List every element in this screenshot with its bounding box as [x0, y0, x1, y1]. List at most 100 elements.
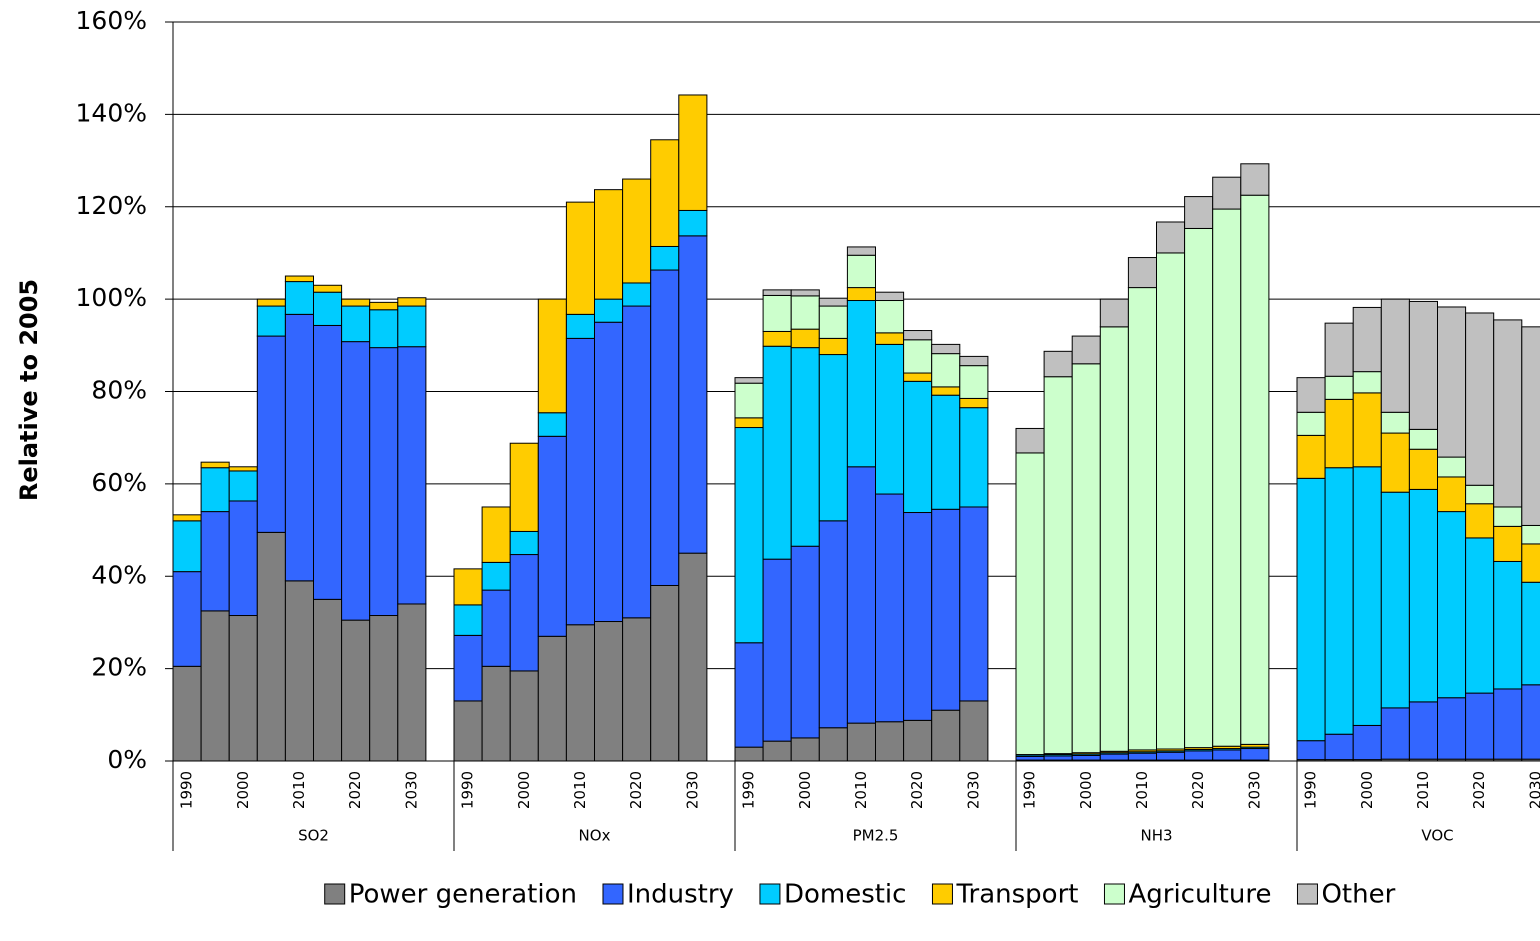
bar-segment — [1521, 684, 1540, 760]
bar-segment — [594, 621, 624, 762]
bar-segment — [903, 380, 933, 514]
bar-segment — [1408, 300, 1439, 430]
y-tick-label: 80% — [91, 376, 147, 405]
legend-label: Other — [1321, 880, 1395, 910]
bar-segment — [284, 281, 314, 315]
bar-segment — [537, 412, 567, 437]
y-tick-label: 160% — [76, 6, 147, 35]
x-tick-label: 2030 — [1245, 771, 1263, 809]
bar-segment — [650, 584, 680, 762]
bar-segment — [1408, 448, 1439, 490]
bar-segment — [734, 427, 764, 644]
bar-segment — [397, 603, 427, 762]
bar-segment — [1127, 752, 1158, 761]
bar-segment — [313, 291, 343, 326]
bar-segment — [762, 294, 792, 332]
bar-segment — [228, 500, 258, 617]
bar-segment — [481, 589, 511, 667]
bar-segment — [453, 568, 483, 606]
bar-segment — [875, 721, 905, 762]
bar-segment — [762, 740, 792, 762]
bar-segment — [313, 598, 343, 762]
bar-segment — [846, 722, 877, 762]
bar-segment — [1437, 306, 1467, 458]
bar-segment — [200, 610, 230, 762]
bar-segment — [1493, 560, 1523, 690]
bar-segment — [1521, 524, 1540, 545]
bar-segment — [509, 442, 539, 532]
bar-segment — [1071, 363, 1101, 754]
bar-segment — [1437, 476, 1467, 513]
bar-segment — [1324, 733, 1354, 761]
bar-segment — [1015, 452, 1045, 756]
bar-segment — [284, 580, 314, 762]
x-tick-label: 2000 — [1358, 771, 1376, 809]
bar-segment — [931, 353, 961, 388]
bar-segment — [734, 377, 764, 384]
bar-segment — [1099, 326, 1129, 752]
legend-swatch — [324, 883, 346, 905]
bar-segment — [931, 709, 961, 762]
bar-segment — [1465, 537, 1495, 694]
bar-segment — [1437, 697, 1467, 760]
y-tick-label: 120% — [76, 191, 147, 220]
y-tick-label: 60% — [91, 468, 147, 497]
bar-segment — [481, 665, 511, 762]
bar-segment — [678, 209, 708, 237]
bar-segment — [650, 139, 680, 247]
x-tick-label: 2030 — [1526, 771, 1540, 809]
bar-segment — [734, 642, 764, 748]
bar-segment — [959, 700, 989, 762]
bar-segment — [200, 467, 230, 513]
bar-segment — [875, 343, 905, 495]
bar-segment — [537, 635, 567, 762]
bar-segment — [875, 332, 905, 345]
bar-segment — [256, 298, 286, 307]
bar-segment — [172, 514, 202, 522]
x-tick-label: 2020 — [1189, 771, 1207, 809]
x-tick-label: 2030 — [964, 771, 982, 809]
x-tick-label: 1990 — [1302, 771, 1320, 809]
group-label: NH3 — [1140, 827, 1172, 845]
bar-segment — [1099, 753, 1129, 761]
bar-segment — [1324, 322, 1354, 377]
bar-segment — [509, 554, 539, 672]
bar-segment — [622, 305, 652, 619]
bar-segment — [1184, 750, 1214, 761]
bar-segment — [875, 493, 905, 723]
bar-segment — [565, 337, 596, 626]
bar-segment — [1352, 371, 1382, 394]
bar-segment — [1380, 298, 1410, 413]
bar-segment — [678, 94, 708, 211]
bar-segment — [594, 321, 624, 623]
bar-segment — [734, 746, 764, 762]
x-tick-label: 2000 — [515, 771, 533, 809]
bar-segment — [1156, 221, 1186, 254]
group-label: PM2.5 — [853, 827, 899, 845]
bar-segment — [537, 298, 567, 414]
bar-segment — [1493, 525, 1523, 562]
bar-segment — [846, 466, 877, 724]
bar-segment — [537, 435, 567, 637]
legend-label: Domestic — [784, 880, 907, 910]
bar-segment — [200, 511, 230, 612]
bar-segment — [734, 417, 764, 429]
bar-segment — [1352, 306, 1382, 373]
bar-segment — [1156, 751, 1186, 761]
bar-segment — [818, 337, 848, 356]
y-tick-label: 100% — [76, 283, 147, 312]
legend-swatch — [1296, 883, 1318, 905]
x-tick-label: 1990 — [459, 771, 477, 809]
bar-segment — [1352, 466, 1382, 726]
bar-segment — [790, 545, 820, 739]
bar-segment — [734, 382, 764, 419]
bar-segment — [172, 571, 202, 667]
bar-segment — [200, 461, 230, 469]
bar-segment — [594, 189, 624, 300]
bar-segment — [1296, 411, 1326, 436]
bar-segment — [903, 339, 933, 374]
bar-segment — [846, 287, 877, 302]
x-tick-label: 2010 — [571, 771, 589, 809]
x-tick-label: 2030 — [402, 771, 420, 809]
